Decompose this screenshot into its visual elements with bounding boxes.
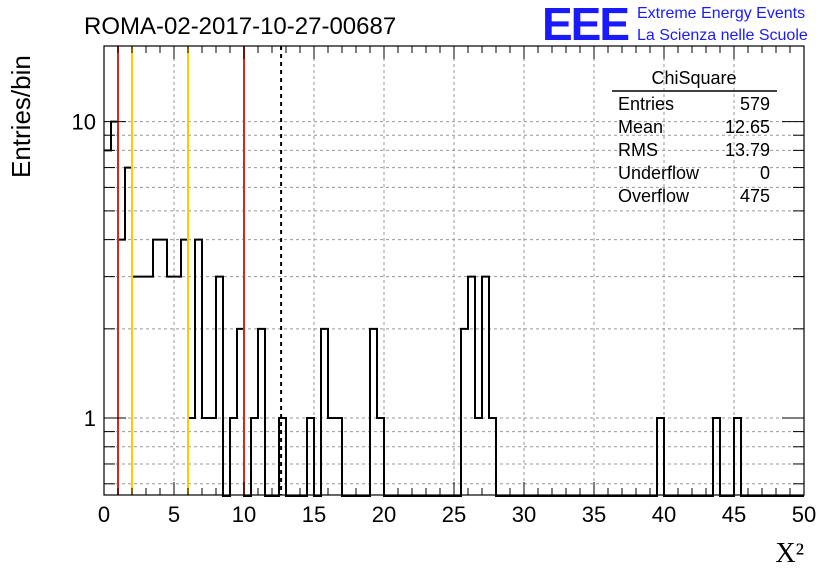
stats-label: RMS [618,140,658,160]
stats-value: 0 [760,163,770,183]
stats-label: Overflow [618,186,690,206]
histogram-bin [153,240,160,495]
x-tick-label: 20 [372,502,396,527]
histogram-bin [146,277,153,495]
histogram-bin [482,277,489,495]
stats-label: Mean [618,117,663,137]
histogram-bin [321,329,328,495]
chart-title: ROMA-02-2017-10-27-00687 [84,13,396,40]
logo-mark: EEE [542,0,628,50]
histogram-bin [132,277,139,495]
y-tick-label: 1 [84,406,96,431]
x-tick-label: 30 [512,502,536,527]
histogram-bin [104,150,111,495]
grid [104,46,804,495]
histogram-bin [160,240,167,495]
tick-labels: 0 5 10 15 20 25 30 35 40 45 50 1 10 [72,110,817,527]
x-tick-label: 10 [232,502,256,527]
axis-ticks [103,46,805,495]
histogram-bin [167,277,174,495]
histogram-bin [111,122,118,495]
x-axis-label: X² [775,538,804,569]
y-tick-label: 10 [72,110,96,135]
histogram-bin [237,329,244,495]
stats-value: 579 [740,94,770,114]
histogram-outline [104,120,804,497]
eee-logo: EEE Extreme Energy Events La Scienza nel… [542,0,808,50]
histogram-bin [370,329,377,495]
stats-rows: Entries 579 Mean 12.65 RMS 13.79 Underflow 0 Ove… [618,94,770,206]
histogram-bin [258,329,265,495]
histogram-bin [195,240,202,495]
histogram-bin [125,168,132,495]
histogram-bin [181,240,188,495]
stats-value: 12.65 [725,117,770,137]
stats-label: Entries [618,94,674,114]
stats-label: Underflow [618,163,700,183]
x-tick-label: 50 [792,502,816,527]
histogram-bin [118,240,125,495]
stats-title: ChiSquare [651,68,736,88]
logo-line-2: La Scienza nelle Scuole [637,27,808,44]
reference-lines [117,46,283,495]
x-tick-label: 15 [302,502,326,527]
histogram-bin [174,277,181,495]
x-tick-label: 0 [98,502,110,527]
logo-line-1: Extreme Energy Events [637,5,805,22]
x-tick-label: 35 [582,502,606,527]
y-axis-label: Entries/bin [6,55,36,178]
histogram-bin [216,277,223,495]
x-tick-label: 40 [652,502,676,527]
x-tick-label: 45 [722,502,746,527]
histogram-bars [104,120,804,497]
stats-value: 475 [740,186,770,206]
x-tick-label: 5 [168,502,180,527]
histogram-bin [461,329,468,495]
histogram-bin [139,277,146,495]
stats-value: 13.79 [725,140,770,160]
x-tick-label: 25 [442,502,466,527]
stats-box: ChiSquare Entries 579 Mean 12.65 RMS 13.79 Und… [612,68,777,206]
histogram-bin [468,277,475,495]
